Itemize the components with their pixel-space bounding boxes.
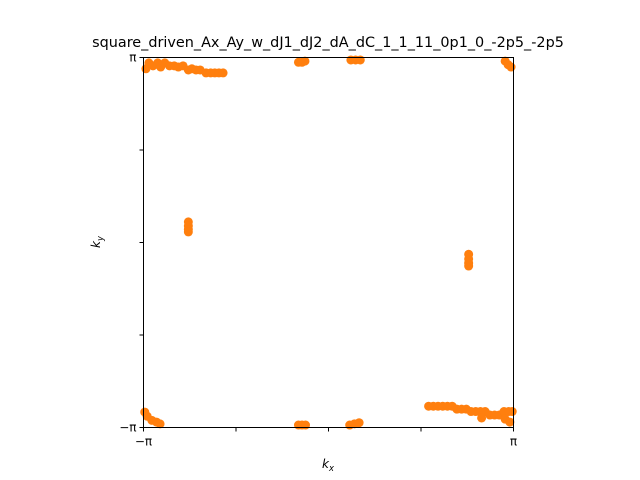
data-point [505,417,515,427]
x-axis-ticks: −π π [135,427,517,449]
data-point [354,418,364,428]
x-tick-label: −π [135,435,152,449]
data-point [300,56,310,66]
data-point [507,407,517,417]
data-point [183,227,193,237]
data-point [155,419,165,429]
x-axis-label-sub: x [328,463,335,473]
y-tick-label: π [129,51,136,65]
y-axis-label: ky [89,235,105,248]
x-axis-label: kx [322,457,335,473]
data-point [464,261,474,271]
data-point [477,413,487,423]
y-tick-label: −π [119,421,136,435]
data-point [301,420,311,430]
plot-area [140,55,517,430]
x-axis-label-base: k [322,457,330,471]
y-axis-ticks: −π π [119,51,144,435]
y-axis-label-base: k [89,240,103,248]
chart-title: square_driven_Ax_Ay_w_dJ1_dJ2_dA_dC_1_1_… [92,35,564,51]
data-point [218,68,228,78]
y-axis-label-sub: y [95,235,105,242]
data-point [355,55,365,65]
x-tick-label: π [510,435,517,449]
data-point [506,62,516,72]
